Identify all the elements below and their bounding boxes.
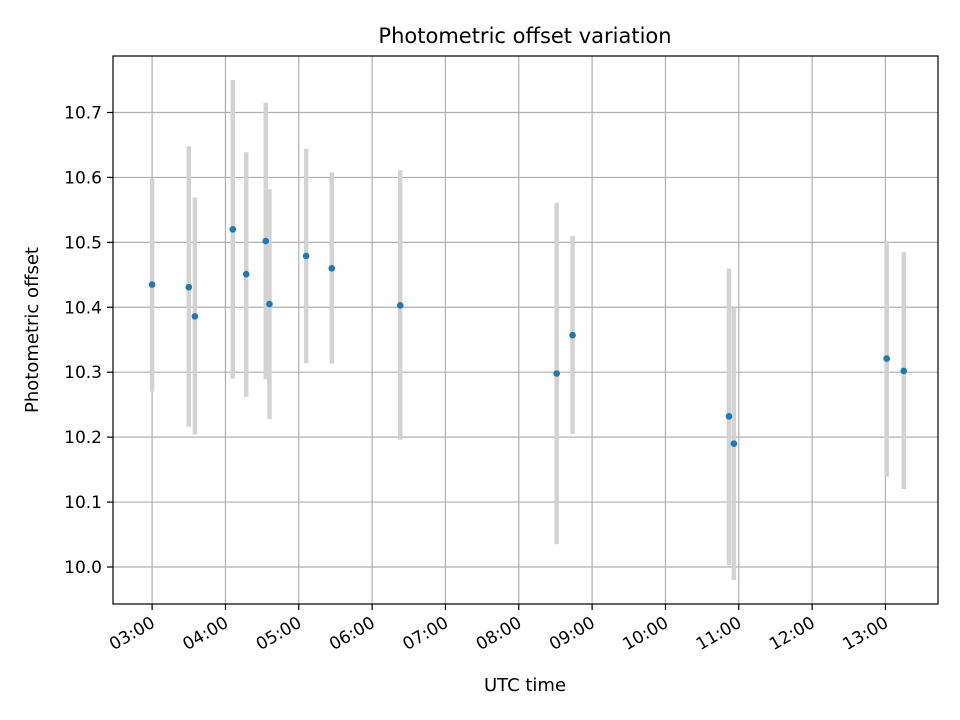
data-point [148,281,156,288]
data-points [148,226,908,447]
data-point [242,270,250,278]
data-point [191,313,199,320]
data-point [262,237,270,245]
y-tick-label: 10.2 [64,428,102,448]
y-tick-label: 10.5 [64,233,102,253]
data-point [900,367,908,375]
y-axis-ticks: 10.0 10.1 10.2 10.3 10.4 10.5 10.6 10.7 [64,103,113,578]
data-point [185,283,193,291]
data-point [396,302,404,309]
x-axis-label: UTC time [484,675,566,696]
plot-frame [112,55,939,605]
data-point [328,265,336,272]
data-point [725,413,733,420]
data-point [553,370,560,377]
y-tick-label: 10.3 [64,363,102,383]
chart-title: Photometric offset variation [378,24,671,48]
y-tick-label: 10.4 [64,298,102,318]
y-tick-label: 10.1 [64,493,102,513]
data-point [229,226,237,233]
data-point [266,300,273,308]
y-tick-label: 10.0 [64,558,102,578]
data-point [730,440,738,447]
y-axis-label: Photometric offset [22,247,43,413]
y-tick-label: 10.7 [64,103,102,123]
data-point [569,331,576,339]
y-tick-label: 10.6 [64,168,102,188]
grid [113,56,938,604]
data-point [883,355,890,362]
data-point [302,252,310,260]
